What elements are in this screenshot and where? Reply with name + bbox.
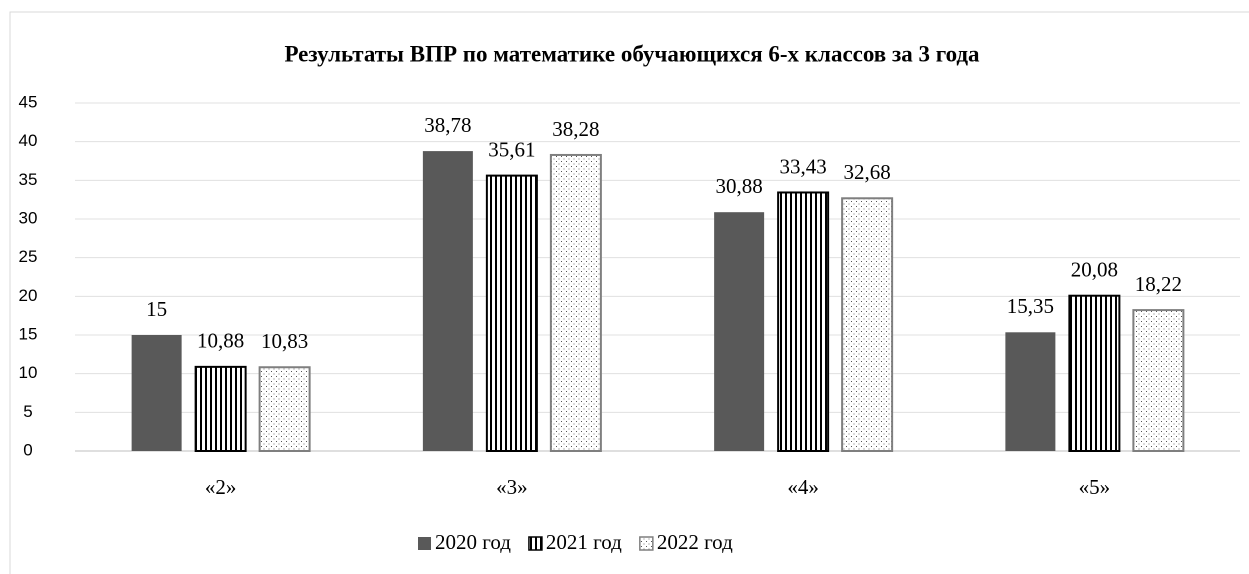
- data-label: 30,88: [716, 174, 763, 198]
- data-label: 38,78: [424, 113, 471, 137]
- y-tick-label: 5: [23, 402, 32, 421]
- y-tick-label: 25: [19, 247, 38, 266]
- data-label: 35,61: [488, 137, 535, 161]
- y-tick-label: 10: [19, 363, 38, 382]
- legend-label: 2022 год: [657, 530, 733, 554]
- bar: [777, 191, 830, 452]
- y-tick-label: 45: [19, 92, 38, 111]
- data-label: 15,35: [1007, 294, 1054, 318]
- y-tick-label: 20: [19, 286, 38, 305]
- bar: [714, 212, 765, 451]
- data-label: 20,08: [1071, 258, 1118, 282]
- legend-label: 2020 год: [435, 530, 511, 554]
- data-label: 32,68: [844, 160, 891, 184]
- y-tick-label: 35: [19, 170, 38, 189]
- bar: [131, 335, 182, 451]
- y-tick-label: 0: [23, 440, 32, 459]
- legend-swatch: [639, 536, 654, 551]
- x-tick-label: «4»: [787, 475, 819, 499]
- legend-label: 2021 год: [546, 530, 622, 554]
- bar: [258, 366, 311, 452]
- bar: [194, 365, 247, 452]
- legend-swatch: [528, 536, 543, 551]
- bar: [1068, 294, 1121, 452]
- bar: [485, 174, 538, 452]
- x-tick-label: «3»: [496, 475, 528, 499]
- x-tick-label: «5»: [1079, 475, 1111, 499]
- y-tick-label: 30: [19, 208, 38, 227]
- bar: [1005, 332, 1056, 451]
- y-tick-label: 15: [19, 324, 38, 343]
- data-label: 33,43: [780, 154, 827, 178]
- bar: [841, 197, 894, 452]
- x-tick-label: «2»: [205, 475, 237, 499]
- bar: [422, 151, 473, 452]
- bar: [1132, 309, 1185, 452]
- data-label: 10,83: [261, 329, 308, 353]
- data-label: 38,28: [552, 117, 599, 141]
- data-label: 15: [146, 297, 167, 321]
- y-tick-label: 40: [19, 131, 38, 150]
- legend-swatch: [418, 537, 431, 550]
- chart-title: Результаты ВПР по математике обучающихся…: [284, 41, 980, 66]
- bar: [549, 153, 602, 453]
- data-label: 10,88: [197, 329, 244, 353]
- data-label: 18,22: [1135, 272, 1182, 296]
- chart-border: [9, 11, 1249, 574]
